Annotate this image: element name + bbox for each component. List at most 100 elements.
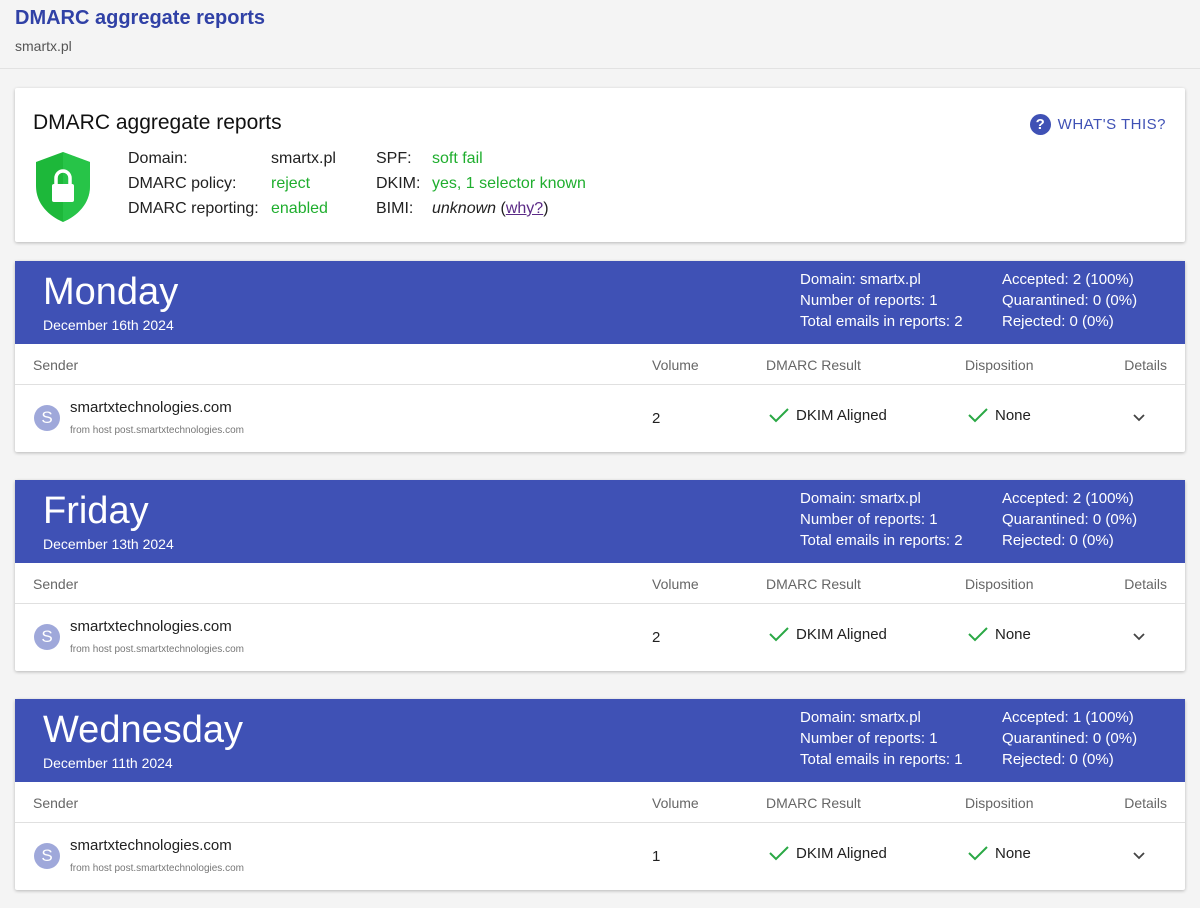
day-stat: Accepted: 1 (100%) xyxy=(1002,709,1134,726)
day-stat: Accepted: 2 (100%) xyxy=(1002,490,1134,507)
why-link[interactable]: why? xyxy=(505,200,544,217)
column-header: Sender xyxy=(33,357,79,373)
field-label: Domain: xyxy=(128,150,188,167)
avatar: S xyxy=(34,405,60,431)
volume: 2 xyxy=(652,629,661,646)
day-date: December 16th 2024 xyxy=(43,317,174,333)
column-header: DMARC Result xyxy=(766,576,861,592)
check-icon xyxy=(769,846,789,861)
divider xyxy=(15,822,1185,823)
sender-host: from host post.smartxtechnologies.com xyxy=(70,644,244,655)
help-link[interactable]: ? WHAT'S THIS? xyxy=(1029,114,1166,135)
avatar: S xyxy=(34,624,60,650)
column-header: Volume xyxy=(652,357,699,373)
column-header: Sender xyxy=(33,576,79,592)
field-value: unknown (why?) xyxy=(432,200,549,218)
day-stat: Quarantined: 0 (0%) xyxy=(1002,730,1138,747)
day-stat: Total emails in reports: 1 xyxy=(800,751,963,768)
paren: ( xyxy=(500,200,506,217)
expand-chevron[interactable] xyxy=(1132,413,1146,423)
day-stat: Accepted: 2 (100%) xyxy=(1002,271,1134,288)
field-value: reject xyxy=(271,175,311,192)
divider xyxy=(15,384,1185,385)
day-header: Monday December 16th 2024 Domain: smartx.p… xyxy=(15,261,1185,344)
summary-card: DMARC aggregate reports ? WHAT'S THIS? D… xyxy=(15,88,1185,242)
column-header: Details xyxy=(1124,576,1167,592)
column-header: DMARC Result xyxy=(766,795,861,811)
paren: ) xyxy=(543,200,549,217)
day-stat: Quarantined: 0 (0%) xyxy=(1002,292,1138,309)
field-label: BIMI: xyxy=(376,200,414,217)
check-icon xyxy=(769,408,789,423)
day-stat: Domain: smartx.pl xyxy=(800,490,921,507)
field-label: DMARC policy: xyxy=(128,175,237,192)
day-name: Friday xyxy=(43,490,149,532)
day-card: Monday December 16th 2024 Domain: smartx.p… xyxy=(15,261,1185,452)
check-icon xyxy=(968,408,988,423)
day-stat: Total emails in reports: 2 xyxy=(800,532,963,549)
day-stat: Rejected: 0 (0%) xyxy=(1002,313,1114,330)
value-text: unknown xyxy=(432,200,497,217)
field-value: yes, 1 selector known xyxy=(432,175,586,192)
disposition: None xyxy=(995,626,1031,643)
page-title: DMARC aggregate reports xyxy=(15,7,266,29)
help-text: WHAT'S THIS? xyxy=(1057,116,1166,133)
day-date: December 11th 2024 xyxy=(43,755,173,771)
expand-chevron[interactable] xyxy=(1132,851,1146,861)
day-card: Wednesday December 11th 2024 Domain: smart… xyxy=(15,699,1185,890)
column-header: Disposition xyxy=(965,576,1034,592)
day-name: Monday xyxy=(43,271,179,313)
column-header: Sender xyxy=(33,795,79,811)
divider xyxy=(15,603,1185,604)
sender: smartxtechnologies.com xyxy=(70,399,232,416)
disposition: None xyxy=(995,845,1031,862)
sender: smartxtechnologies.com xyxy=(70,618,232,635)
column-header: Disposition xyxy=(965,795,1034,811)
dmarc-result: DKIM Aligned xyxy=(796,845,887,862)
dmarc-result: DKIM Aligned xyxy=(796,626,887,643)
day-stat: Total emails in reports: 2 xyxy=(800,313,963,330)
shield-icon xyxy=(36,152,90,222)
field-label: SPF: xyxy=(376,150,412,167)
expand-chevron[interactable] xyxy=(1132,632,1146,642)
summary-title: DMARC aggregate reports xyxy=(33,111,282,134)
day-stat: Rejected: 0 (0%) xyxy=(1002,751,1114,768)
check-icon xyxy=(769,627,789,642)
column-header: Volume xyxy=(652,576,699,592)
column-header: Details xyxy=(1124,357,1167,373)
column-header: Volume xyxy=(652,795,699,811)
page-subtitle: smartx.pl xyxy=(15,38,72,54)
day-stat: Domain: smartx.pl xyxy=(800,271,921,288)
dmarc-result: DKIM Aligned xyxy=(796,407,887,424)
day-card: Friday December 13th 2024 Domain: smartx.p… xyxy=(15,480,1185,671)
day-stat: Number of reports: 1 xyxy=(800,730,938,747)
volume: 2 xyxy=(652,410,661,427)
check-icon xyxy=(968,627,988,642)
day-header: Wednesday December 11th 2024 Domain: smart… xyxy=(15,699,1185,782)
top-bar: DMARC aggregate reports smartx.pl xyxy=(0,0,1200,69)
check-icon xyxy=(968,846,988,861)
sender-host: from host post.smartxtechnologies.com xyxy=(70,425,244,436)
sender-host: from host post.smartxtechnologies.com xyxy=(70,863,244,874)
field-label: DMARC reporting: xyxy=(128,200,259,217)
field-value: enabled xyxy=(271,200,328,217)
field-value: soft fail xyxy=(432,150,483,167)
day-stat: Rejected: 0 (0%) xyxy=(1002,532,1114,549)
avatar: S xyxy=(34,843,60,869)
day-stat: Domain: smartx.pl xyxy=(800,709,921,726)
column-header: Disposition xyxy=(965,357,1034,373)
disposition: None xyxy=(995,407,1031,424)
day-stat: Number of reports: 1 xyxy=(800,511,938,528)
field-value: smartx.pl xyxy=(271,150,336,167)
sender: smartxtechnologies.com xyxy=(70,837,232,854)
day-stat: Quarantined: 0 (0%) xyxy=(1002,511,1138,528)
field-label: DKIM: xyxy=(376,175,421,192)
help-icon: ? xyxy=(1029,114,1051,135)
day-name: Wednesday xyxy=(43,709,243,751)
day-header: Friday December 13th 2024 Domain: smartx.p… xyxy=(15,480,1185,563)
day-stat: Number of reports: 1 xyxy=(800,292,938,309)
